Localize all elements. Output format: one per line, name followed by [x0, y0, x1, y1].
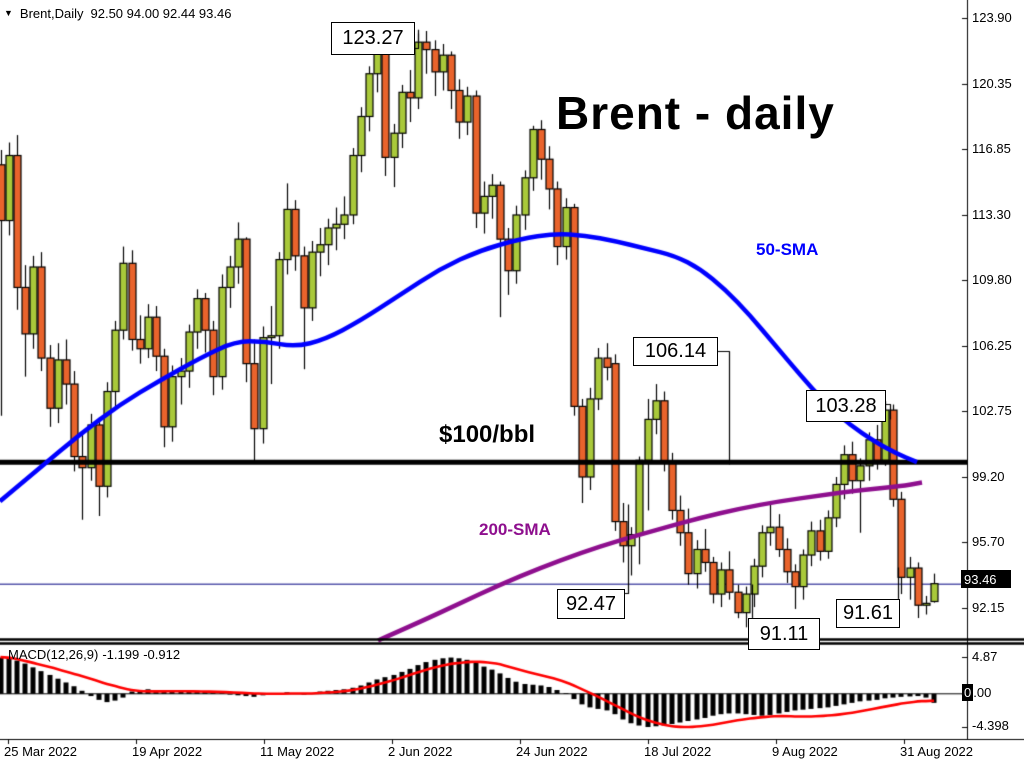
price-axis-label: 106.25: [972, 337, 1012, 353]
time-axis-label: 18 Jul 2022: [644, 744, 712, 759]
annotation-label: 91.11: [748, 618, 820, 650]
macd-signal_value: -0.912: [143, 647, 181, 662]
annotation-label: 91.61: [836, 599, 900, 628]
price-axis-label: 102.75: [972, 403, 1012, 419]
time-axis-label: 2 Jun 2022: [388, 744, 453, 759]
price-axis-label: 92.15: [972, 600, 1005, 615]
macd-indicator-label: MACD(12,26,9) -1.199 -0.912: [8, 647, 184, 662]
time-axis-label: 31 Aug 2022: [900, 744, 974, 759]
sma200-label: 200-SMA: [479, 520, 551, 539]
time-axis-label: 9 Aug 2022: [772, 744, 838, 759]
symbol-ohlc-header: ▼ Brent,Daily 92.50 94.00 92.44 93.46: [4, 6, 231, 21]
chart-title: Brent - daily: [556, 87, 835, 139]
macd-label: MACD(12,26,9): [8, 647, 99, 662]
triangle-down-icon[interactable]: ▼: [4, 8, 13, 18]
sma50-label: 50-SMA: [756, 240, 819, 259]
price-axis-label: 116.85: [972, 141, 1011, 156]
time-axis-label: 25 Mar 2022: [4, 744, 77, 759]
macd-axis-label-top: 4.87: [972, 649, 998, 664]
current-price-badge: 93.46: [961, 570, 1011, 588]
macd-axis-label-bottom: -4.398: [972, 718, 1009, 733]
time-axis-label: 11 May 2022: [260, 744, 335, 759]
ohlc-values: 92.50 94.00 92.44 93.46: [90, 6, 232, 21]
price-axis-label: 95.70: [972, 534, 1005, 550]
macd-axis-label-zero: 0 .00: [962, 684, 991, 701]
macd-zero-rest: .00: [973, 685, 992, 700]
macd-zero-badge: 0: [962, 684, 974, 701]
annotation-label: 92.47: [557, 589, 625, 619]
macd-value: -1.199: [102, 647, 140, 662]
symbol-label: Brent,Daily: [19, 6, 84, 21]
price-axis-label: 120.35: [972, 75, 1012, 91]
annotation-label: 106.14: [633, 337, 718, 366]
price-axis-label: 123.90: [972, 10, 1012, 25]
price-level-label: $100/bbl: [439, 421, 536, 448]
price-axis-label: 109.80: [972, 272, 1012, 288]
time-axis-label: 19 Apr 2022: [132, 744, 203, 759]
time-axis-label: 24 Jun 2022: [516, 744, 588, 759]
price-axis-label: 113.30: [972, 206, 1011, 222]
annotation-label: 123.27: [331, 22, 415, 55]
price-axis-label: 99.20: [972, 468, 1005, 484]
annotation-label: 103.28: [806, 390, 886, 422]
